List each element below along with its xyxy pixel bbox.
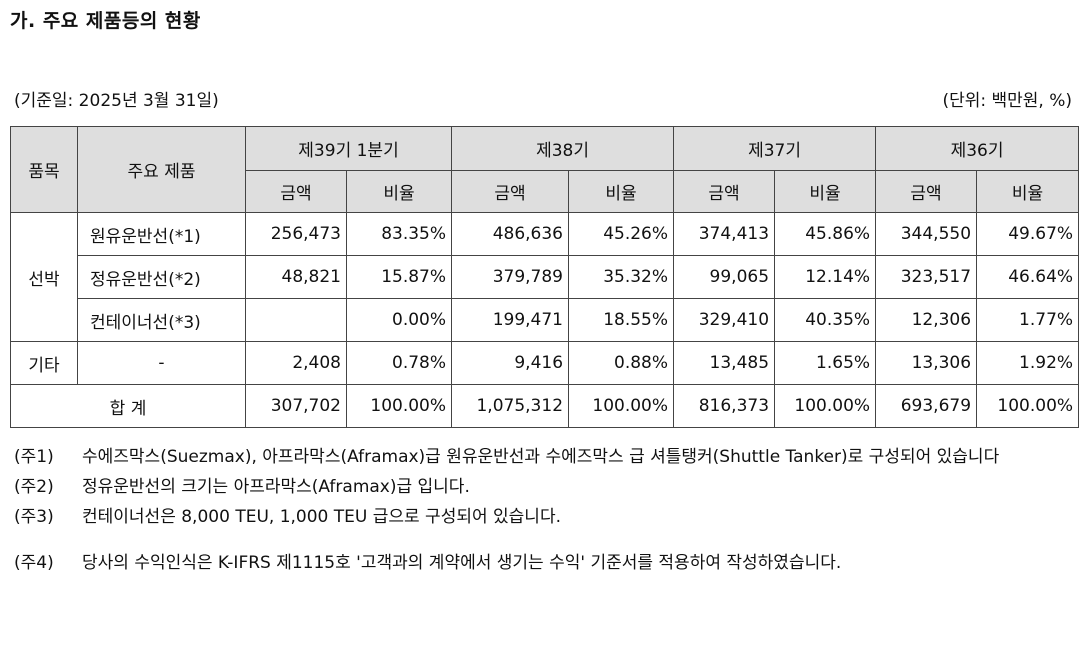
footnotes: (주1) 수에즈막스(Suezmax), 아프라막스(Aframax)급 원유운… bbox=[14, 442, 1076, 578]
ratio-cell: 1.92% bbox=[976, 341, 1080, 385]
table-row: 선박 원유운반선(*1) 256,473 83.35% 486,636 45.2… bbox=[10, 212, 1080, 342]
header-product: 주요 제품 bbox=[77, 126, 246, 213]
footnote-label: (주2) bbox=[14, 477, 54, 497]
group-cell: 선박 bbox=[10, 212, 78, 342]
product-cell: 원유운반선(*1) bbox=[77, 212, 246, 256]
ratio-cell: 35.32% bbox=[568, 255, 675, 299]
header-amount: 금액 bbox=[245, 170, 347, 213]
header-item: 품목 bbox=[10, 126, 78, 213]
amount-cell: 99,065 bbox=[673, 255, 776, 299]
footnote-text: 당사의 수익인식은 K-IFRS 제1115호 '고객과의 계약에서 생기는 수… bbox=[82, 553, 842, 573]
header-ratio: 비율 bbox=[568, 170, 675, 213]
header-period: 제39기 1분기 bbox=[244, 126, 453, 171]
ratio-cell: 40.35% bbox=[774, 298, 877, 342]
amount-cell: 374,413 bbox=[673, 212, 776, 256]
header-row-periods: 품목 주요 제품 제39기 1분기 제38기 제37기 제36기 bbox=[10, 126, 1080, 213]
footnote: (주4) 당사의 수익인식은 K-IFRS 제1115호 '고객과의 계약에서 … bbox=[14, 548, 1076, 578]
amount-cell: 693,679 bbox=[875, 384, 978, 428]
ratio-cell: 49.67% bbox=[976, 212, 1080, 256]
ratio-cell: 18.55% bbox=[568, 298, 675, 342]
amount-cell: 344,550 bbox=[875, 212, 978, 256]
amount-cell: 486,636 bbox=[451, 212, 570, 256]
footnote-label: (주3) bbox=[14, 507, 54, 527]
amount-cell: 1,075,312 bbox=[451, 384, 570, 428]
amount-cell: 12,306 bbox=[875, 298, 978, 342]
amount-cell: 48,821 bbox=[245, 255, 347, 299]
table-row: 컨테이너선(*3) 0.00% 199,471 18.55% 329,410 4… bbox=[11, 298, 1080, 342]
amount-cell: 379,789 bbox=[451, 255, 570, 299]
ratio-cell: 100.00% bbox=[568, 384, 675, 428]
ratio-cell: 45.86% bbox=[774, 212, 877, 256]
basis-date: (기준일: 2025년 3월 31일) bbox=[14, 91, 219, 111]
ratio-cell: 12.14% bbox=[774, 255, 877, 299]
footnote-text: 컨테이너선은 8,000 TEU, 1,000 TEU 급으로 구성되어 있습니… bbox=[82, 507, 561, 527]
total-label: 합 계 bbox=[10, 384, 246, 428]
footnote: (주3) 컨테이너선은 8,000 TEU, 1,000 TEU 급으로 구성되… bbox=[14, 502, 1076, 532]
ratio-cell: 45.26% bbox=[568, 212, 675, 256]
footnote: (주2) 정유운반선의 크기는 아프라막스(Aframax)급 입니다. bbox=[14, 472, 1076, 502]
ratio-cell: 46.64% bbox=[976, 255, 1080, 299]
product-cell: - bbox=[77, 341, 246, 385]
group-cell: 기타 bbox=[10, 341, 78, 385]
amount-cell: 816,373 bbox=[673, 384, 776, 428]
amount-cell: 13,306 bbox=[875, 341, 978, 385]
footnote: (주1) 수에즈막스(Suezmax), 아프라막스(Aframax)급 원유운… bbox=[14, 442, 1076, 472]
header-ratio: 비율 bbox=[345, 170, 453, 213]
ratio-cell: 100.00% bbox=[345, 384, 453, 428]
amount-cell: 329,410 bbox=[673, 298, 776, 342]
ratio-cell: 15.87% bbox=[345, 255, 453, 299]
amount-cell: 13,485 bbox=[673, 341, 776, 385]
ratio-cell: 0.78% bbox=[345, 341, 453, 385]
table-row: 정유운반선(*2) 48,821 15.87% 379,789 35.32% 9… bbox=[11, 255, 1080, 299]
amount-cell: 2,408 bbox=[245, 341, 347, 385]
ratio-cell: 0.88% bbox=[568, 341, 675, 385]
product-cell: 정유운반선(*2) bbox=[77, 255, 246, 299]
header-ratio: 비율 bbox=[976, 170, 1080, 213]
header-amount: 금액 bbox=[673, 170, 776, 213]
amount-cell: 307,702 bbox=[245, 384, 347, 428]
ratio-cell: 1.65% bbox=[774, 341, 877, 385]
header-period: 제36기 bbox=[875, 126, 1080, 171]
total-row: 합 계 307,702 100.00% 1,075,312 100.00% 81… bbox=[10, 384, 1080, 428]
ratio-cell: 100.00% bbox=[976, 384, 1080, 428]
footnote-label: (주4) bbox=[14, 553, 54, 573]
amount-cell: 323,517 bbox=[875, 255, 978, 299]
section-title: 가. 주요 제품등의 현황 bbox=[10, 10, 201, 32]
header-row-subcolumns: 금액 비율 금액 비율 금액 비율 금액 비율 bbox=[11, 170, 1080, 213]
header-amount: 금액 bbox=[875, 170, 978, 213]
footnote-label: (주1) bbox=[14, 447, 54, 467]
amount-cell: 256,473 bbox=[245, 212, 347, 256]
product-cell: 컨테이너선(*3) bbox=[77, 298, 246, 342]
header-ratio: 비율 bbox=[774, 170, 877, 213]
amount-cell bbox=[245, 298, 347, 342]
ratio-cell: 100.00% bbox=[774, 384, 877, 428]
unit-label: (단위: 백만원, %) bbox=[942, 91, 1072, 111]
footnote-text: 수에즈막스(Suezmax), 아프라막스(Aframax)급 원유운반선과 수… bbox=[82, 447, 1000, 467]
amount-cell: 199,471 bbox=[451, 298, 570, 342]
footnote-text: 정유운반선의 크기는 아프라막스(Aframax)급 입니다. bbox=[82, 477, 470, 497]
amount-cell: 9,416 bbox=[451, 341, 570, 385]
table-row: 기타 - 2,408 0.78% 9,416 0.88% 13,485 1.65… bbox=[10, 341, 1080, 385]
ratio-cell: 1.77% bbox=[976, 298, 1080, 342]
product-status-table: 품목 주요 제품 제39기 1분기 제38기 제37기 제36기 금액 비율 금… bbox=[10, 126, 1080, 428]
header-amount: 금액 bbox=[451, 170, 570, 213]
header-period: 제37기 bbox=[673, 126, 877, 171]
header-period: 제38기 bbox=[451, 126, 675, 171]
ratio-cell: 83.35% bbox=[345, 212, 453, 256]
ratio-cell: 0.00% bbox=[345, 298, 453, 342]
